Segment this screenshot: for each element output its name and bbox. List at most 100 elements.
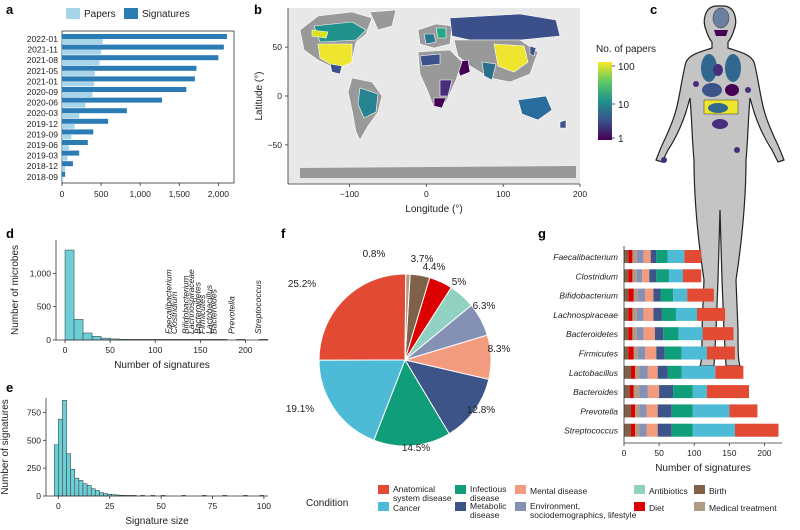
hist-bar xyxy=(53,444,59,497)
legend-label: Mental disease xyxy=(530,486,587,496)
pie-label: 3.7% xyxy=(411,254,434,265)
region-china xyxy=(493,43,529,73)
stack-seg-mental xyxy=(647,365,658,379)
region-south-africa xyxy=(433,97,447,109)
bar-signatures xyxy=(62,150,80,156)
stack-seg-environment xyxy=(638,288,646,302)
y-tick-label: 0 xyxy=(36,491,41,501)
stack-seg-diet xyxy=(628,288,634,302)
bar-papers xyxy=(62,39,103,44)
y-tick-label: 2020-06 xyxy=(27,98,58,108)
pie-label: 4.4% xyxy=(423,262,446,273)
legend-label: sociodemographics, lifestyle xyxy=(530,510,637,520)
pie-slice-cancer xyxy=(318,359,406,441)
legend-title: Condition xyxy=(306,498,348,509)
stack-seg-diet xyxy=(631,404,636,418)
stack-seg-medical xyxy=(632,327,637,341)
organ-reproductive xyxy=(712,119,728,129)
microbe-annotation: Bacteroides xyxy=(209,288,219,334)
y-tick-label: 2021-05 xyxy=(27,66,58,76)
x-tick-label: 150 xyxy=(722,448,736,458)
stack-seg-environment xyxy=(639,385,648,399)
stack-seg-cancer xyxy=(692,423,735,437)
bar-signatures xyxy=(62,76,195,82)
organ-skin-hand xyxy=(661,157,667,163)
legend-label: Infectious xyxy=(470,484,506,494)
stack-seg-environment xyxy=(638,346,646,360)
pie-label: 19.1% xyxy=(286,404,314,415)
pie-slice-metabolic xyxy=(403,359,490,435)
stack-seg-anatomical xyxy=(734,423,779,437)
stack-seg-environment xyxy=(636,269,643,283)
stack-seg-metabolic xyxy=(659,385,674,399)
map-x-tick-label: 100 xyxy=(496,189,510,199)
stack-seg-cancer xyxy=(681,346,707,360)
hist-bar xyxy=(62,399,67,497)
organ-skin-thigh xyxy=(734,147,740,153)
stack-seg-birth xyxy=(624,404,632,418)
stack-seg-metabolic xyxy=(650,250,657,263)
bar-papers xyxy=(62,102,86,108)
legend-label: Diet xyxy=(649,503,665,513)
hist-bar xyxy=(82,483,88,497)
x-tick-label: 200 xyxy=(757,448,771,458)
stack-seg-infectious xyxy=(661,307,676,321)
legend-label: Cancer xyxy=(393,503,421,513)
stack-seg-anatomical xyxy=(684,250,702,263)
microbe-annotation: Bacteroidetes xyxy=(192,281,202,334)
stack-seg-infectious xyxy=(664,346,682,360)
legend-label: disease xyxy=(470,510,500,520)
stack-seg-diet xyxy=(629,385,634,399)
stack-seg-cancer xyxy=(668,269,683,283)
pie-slice-anatomical xyxy=(318,273,407,361)
y-tick-label: 2019-06 xyxy=(27,140,58,150)
stack-seg-environment xyxy=(639,423,647,437)
hist-bar xyxy=(91,336,102,341)
colorbar xyxy=(598,62,612,140)
stack-seg-infectious xyxy=(671,404,693,418)
stack-seg-infectious xyxy=(656,250,668,263)
bar-papers xyxy=(62,49,102,55)
organ-skin-side xyxy=(745,87,751,93)
stack-seg-cancer xyxy=(692,404,730,418)
bar-signatures xyxy=(62,65,197,71)
y-axis-label: Number of signatures xyxy=(0,399,11,495)
stack-seg-birth xyxy=(624,423,632,437)
stack-seg-infectious xyxy=(671,423,693,437)
stack-seg-metabolic xyxy=(653,307,662,321)
stack-seg-anatomical xyxy=(715,365,744,379)
map-y-tick-label: 50 xyxy=(273,42,283,52)
x-axis-label: Number of signatures xyxy=(114,360,210,371)
stack-seg-environment xyxy=(636,327,644,341)
stack-seg-infectious xyxy=(663,327,679,341)
stack-seg-anatomical xyxy=(729,404,758,418)
bar-papers xyxy=(62,155,68,161)
pie-label: 5% xyxy=(452,277,467,288)
bar-signatures xyxy=(62,129,94,135)
stack-seg-anatomical xyxy=(682,269,702,283)
stack-seg-birth xyxy=(624,269,629,283)
region-alaska xyxy=(311,29,329,39)
x-axis-label: Number of signatures xyxy=(655,463,751,474)
row-label: Bifidobacterium xyxy=(559,291,618,301)
row-label: Streptococcus xyxy=(564,426,619,436)
y-tick-label: 2021-01 xyxy=(27,76,58,86)
panel-label-b: b xyxy=(254,2,262,17)
stack-seg-mental xyxy=(646,404,658,418)
x-tick-label: 0 xyxy=(60,189,65,199)
panel-d-chart: 0 50 100 150 200 0 500 1,000 Number of signature… xyxy=(10,240,269,371)
bar-papers xyxy=(62,123,75,129)
region-north-africa xyxy=(419,53,441,67)
map-y-tick-label: 0 xyxy=(277,91,282,101)
stack-seg-metabolic xyxy=(656,346,665,360)
colorbar-tick-label: 10 xyxy=(618,100,630,111)
microbe-annotation: Lachnospiraceae xyxy=(186,269,196,334)
hist-bar xyxy=(74,477,80,497)
stack-seg-anatomical xyxy=(687,288,714,302)
stack-seg-medical xyxy=(632,269,637,283)
stack-seg-infectious xyxy=(656,269,669,283)
y-tick-label: 500 xyxy=(27,435,41,445)
row-label: Bacteroidetes xyxy=(566,329,619,339)
x-axis-label: Signature size xyxy=(125,516,189,527)
